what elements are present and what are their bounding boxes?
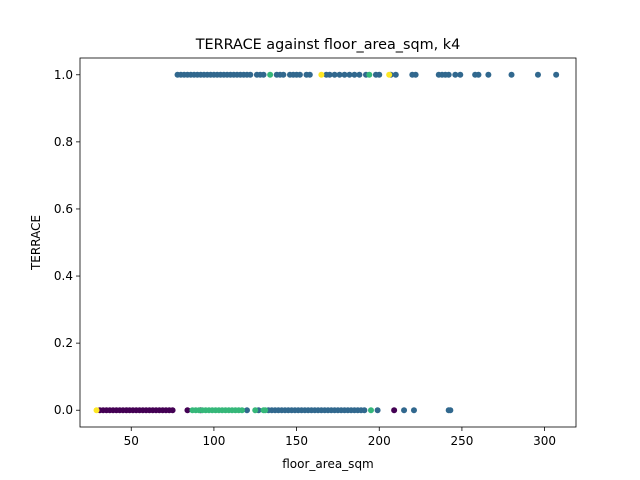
data-point [391, 407, 398, 414]
data-point [341, 71, 348, 78]
x-tick-label: 150 [285, 434, 308, 448]
data-point [262, 407, 269, 414]
data-point [267, 71, 274, 78]
data-point [392, 71, 399, 78]
y-axis: 0.0 0.2 0.4 0.6 0.8 1.0 [54, 68, 80, 417]
y-tick-label: 1.0 [54, 68, 73, 82]
y-tick-label: 0.2 [54, 336, 73, 350]
data-point [386, 71, 393, 78]
data-point [534, 71, 541, 78]
y-tick-label: 0.6 [54, 202, 73, 216]
data-point [376, 71, 383, 78]
x-axis-label: floor_area_sqm [282, 457, 374, 471]
data-point [318, 71, 325, 78]
data-point [366, 71, 373, 78]
x-tick-label: 300 [533, 434, 556, 448]
data-point [184, 407, 191, 414]
data-point [367, 407, 374, 414]
data-point [485, 71, 492, 78]
y-tick-label: 0.0 [54, 403, 73, 417]
x-axis: 50 100 150 200 250 300 [124, 427, 556, 448]
data-point [401, 407, 408, 414]
data-point [336, 71, 343, 78]
y-axis-label: TERRACE [29, 215, 43, 271]
x-tick-label: 100 [202, 434, 225, 448]
data-point [346, 71, 353, 78]
data-point [326, 71, 333, 78]
data-point [296, 71, 303, 78]
data-point [447, 407, 454, 414]
data-point [508, 71, 515, 78]
data-point [306, 71, 313, 78]
data-point [457, 71, 464, 78]
data-point [243, 407, 250, 414]
data-point [410, 407, 417, 414]
data-point [553, 71, 560, 78]
data-point [452, 71, 459, 78]
x-tick-label: 200 [368, 434, 391, 448]
data-point [475, 71, 482, 78]
axes-frame [79, 57, 577, 428]
data-point [361, 407, 368, 414]
data-point [412, 71, 419, 78]
data-point [93, 407, 100, 414]
data-point [280, 71, 287, 78]
data-point [252, 407, 259, 414]
data-point [247, 71, 254, 78]
x-tick-label: 250 [450, 434, 473, 448]
data-point [169, 407, 176, 414]
data-point [331, 71, 338, 78]
points-layer [93, 71, 560, 414]
x-tick-label: 50 [124, 434, 139, 448]
y-tick-label: 0.8 [54, 135, 73, 149]
data-point [239, 407, 246, 414]
chart-title: TERRACE against floor_area_sqm, k4 [195, 37, 461, 53]
data-point [445, 71, 452, 78]
y-tick-label: 0.4 [54, 269, 73, 283]
data-point [374, 407, 381, 414]
data-point [260, 71, 267, 78]
data-point [356, 71, 363, 78]
data-point [351, 71, 358, 78]
